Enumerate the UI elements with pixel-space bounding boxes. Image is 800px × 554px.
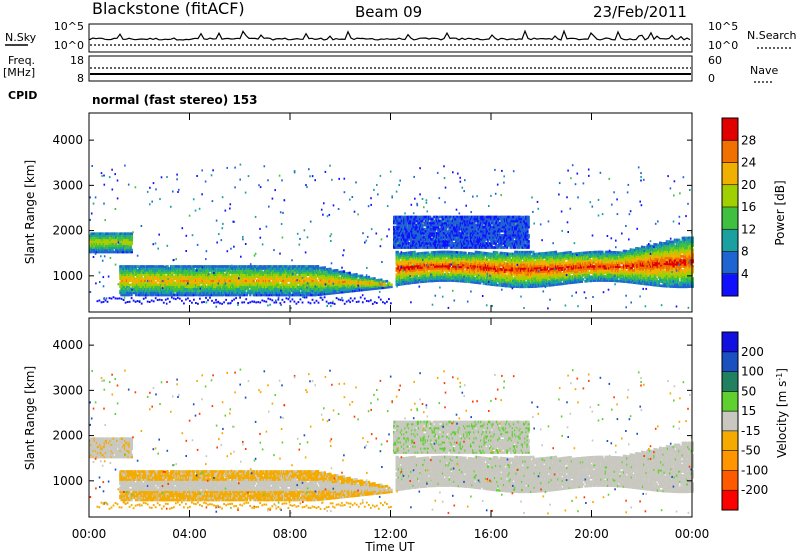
nsearch-label: N.Search	[747, 29, 797, 42]
cpid-label: CPID	[8, 89, 37, 102]
date-title: 23/Feb/2011	[593, 3, 687, 21]
sky-panel: N.Sky 10^5 10^0 10^5 10^0 N.Search	[5, 20, 797, 52]
nsky-trace-line	[90, 31, 690, 40]
beam-title: Beam 09	[355, 3, 422, 21]
nsearch-tick-top: 10^5	[708, 20, 738, 33]
nsky-trace	[90, 31, 691, 45]
station-title: Blackstone (fitACF)	[92, 0, 245, 18]
power-data-cell	[143, 265, 145, 268]
freq-tick-top: 18	[70, 54, 84, 67]
nsky-tick-top: 10^5	[54, 20, 84, 33]
nave-label: Nave	[750, 64, 778, 77]
nsky-tick-bottom: 10^0	[54, 39, 84, 52]
sky-panel-frame	[89, 24, 692, 52]
power-data-cell	[129, 284, 131, 287]
nave-tick-bottom: 0	[708, 72, 715, 85]
freq-tick-bottom: 8	[77, 72, 84, 85]
nsearch-tick-bottom: 10^0	[708, 39, 738, 52]
freq-label-2: [MHz]	[3, 66, 35, 79]
nave-tick-top: 60	[708, 54, 722, 67]
power-scatter-data	[89, 164, 694, 310]
power-data-cell	[378, 279, 380, 282]
cpid-value: normal (fast stereo) 153	[92, 93, 258, 107]
power-data-cell	[391, 284, 393, 287]
nsky-label: N.Sky	[5, 31, 37, 44]
freq-panel: Freq. [MHz] 18 8 60 0 Nave	[3, 54, 778, 85]
power-data-cell	[496, 284, 498, 287]
power-data-cell	[530, 251, 532, 254]
power-data-cell	[343, 270, 345, 273]
power-data-cell	[178, 265, 180, 268]
